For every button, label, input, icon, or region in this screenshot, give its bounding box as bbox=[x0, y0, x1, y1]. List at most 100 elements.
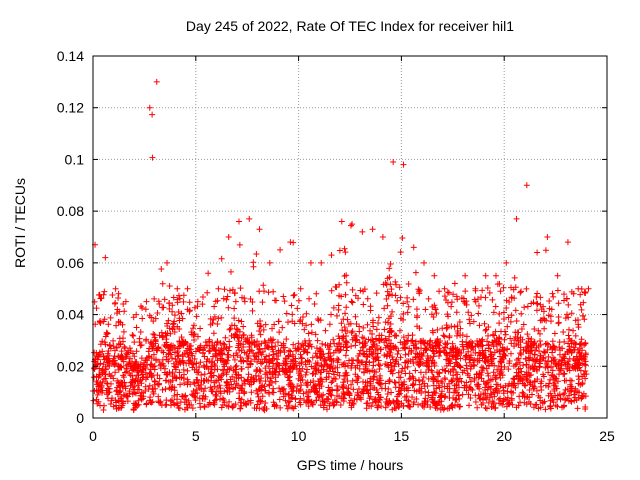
data-point bbox=[329, 378, 336, 385]
data-point bbox=[127, 363, 134, 370]
data-point bbox=[201, 371, 208, 378]
data-point bbox=[338, 320, 345, 327]
data-point bbox=[234, 334, 241, 341]
data-point bbox=[118, 348, 125, 355]
data-point bbox=[492, 328, 499, 335]
data-point bbox=[299, 355, 306, 362]
data-point bbox=[581, 289, 588, 296]
data-point bbox=[233, 350, 240, 357]
peak-point bbox=[246, 215, 253, 222]
data-point bbox=[572, 341, 579, 348]
peak-point bbox=[575, 285, 582, 292]
data-point bbox=[563, 377, 570, 384]
data-point bbox=[132, 390, 139, 397]
data-point bbox=[463, 301, 470, 308]
data-point bbox=[543, 340, 550, 347]
data-point bbox=[448, 299, 455, 306]
data-point bbox=[453, 309, 460, 316]
data-point bbox=[500, 309, 507, 316]
data-point bbox=[254, 390, 261, 397]
peak-point bbox=[482, 272, 489, 279]
data-point bbox=[176, 369, 183, 376]
data-point bbox=[384, 319, 391, 326]
data-point bbox=[130, 384, 137, 391]
data-point bbox=[442, 344, 449, 351]
data-point bbox=[502, 328, 509, 335]
data-point bbox=[264, 343, 271, 350]
data-point bbox=[235, 344, 242, 351]
data-point bbox=[313, 397, 320, 404]
data-point bbox=[416, 387, 423, 394]
data-point bbox=[213, 396, 220, 403]
data-point bbox=[500, 387, 507, 394]
data-point bbox=[390, 398, 397, 405]
peak-point bbox=[359, 228, 366, 235]
data-point bbox=[115, 290, 122, 297]
x-tick-label: 5 bbox=[192, 428, 200, 444]
data-point bbox=[123, 350, 130, 357]
data-point bbox=[497, 358, 504, 365]
data-point bbox=[470, 318, 477, 325]
data-point bbox=[481, 320, 488, 327]
data-point bbox=[193, 313, 200, 320]
data-point bbox=[446, 389, 453, 396]
data-point bbox=[156, 375, 163, 382]
data-point bbox=[482, 294, 489, 301]
data-point bbox=[336, 340, 343, 347]
data-point bbox=[490, 401, 497, 408]
data-point bbox=[443, 362, 450, 369]
data-point bbox=[544, 364, 551, 371]
data-point bbox=[220, 295, 227, 302]
data-point bbox=[387, 349, 394, 356]
data-point bbox=[453, 381, 460, 388]
data-point bbox=[562, 397, 569, 404]
data-point bbox=[429, 342, 436, 349]
data-point bbox=[143, 401, 150, 408]
data-point bbox=[463, 362, 470, 369]
peak-point bbox=[205, 270, 212, 277]
data-point bbox=[255, 356, 262, 363]
data-point bbox=[538, 383, 545, 390]
data-point bbox=[197, 359, 204, 366]
data-point bbox=[147, 394, 154, 401]
data-point bbox=[477, 351, 484, 358]
data-point bbox=[560, 371, 567, 378]
data-point bbox=[430, 375, 437, 382]
data-point bbox=[178, 334, 185, 341]
data-point bbox=[529, 391, 536, 398]
data-point bbox=[476, 395, 483, 402]
peak-point bbox=[215, 285, 222, 292]
data-point bbox=[512, 284, 519, 291]
data-point bbox=[462, 352, 469, 359]
data-point bbox=[262, 321, 269, 328]
data-point bbox=[297, 351, 304, 358]
data-point bbox=[450, 394, 457, 401]
data-point bbox=[119, 321, 126, 328]
data-point bbox=[503, 397, 510, 404]
y-tick-label: 0.08 bbox=[57, 203, 84, 219]
data-point bbox=[185, 360, 192, 367]
data-point bbox=[412, 377, 419, 384]
data-point bbox=[533, 293, 540, 300]
data-point bbox=[396, 402, 403, 409]
data-point bbox=[523, 373, 530, 380]
data-point bbox=[151, 295, 158, 302]
data-point bbox=[132, 375, 139, 382]
grid-lines bbox=[93, 56, 607, 418]
data-point bbox=[231, 289, 238, 296]
data-point bbox=[420, 374, 427, 381]
data-point bbox=[105, 347, 112, 354]
data-point bbox=[197, 325, 204, 332]
data-point bbox=[195, 382, 202, 389]
data-point bbox=[415, 377, 422, 384]
data-point bbox=[450, 291, 457, 298]
data-point bbox=[233, 362, 240, 369]
data-point bbox=[210, 330, 217, 337]
data-point bbox=[539, 400, 546, 407]
data-point bbox=[237, 358, 244, 365]
data-point bbox=[351, 395, 358, 402]
data-point bbox=[373, 342, 380, 349]
data-point bbox=[460, 346, 467, 353]
data-point bbox=[367, 375, 374, 382]
data-point bbox=[549, 338, 556, 345]
